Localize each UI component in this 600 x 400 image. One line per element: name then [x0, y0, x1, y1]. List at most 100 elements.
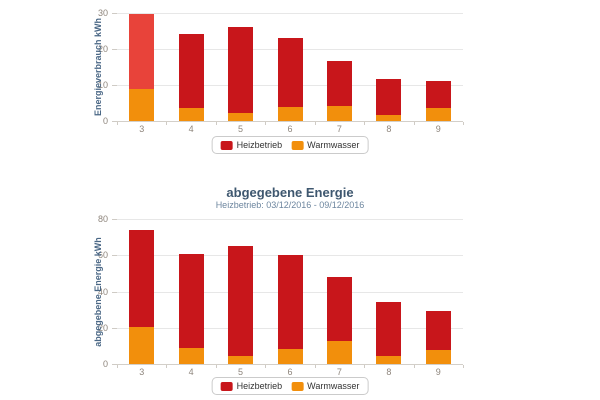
bar-4-warmwasser[interactable]: [178, 347, 204, 364]
chart-title: abgegebene Energie: [226, 185, 354, 200]
bar-8-heizbetrieb[interactable]: [376, 78, 402, 115]
legend-swatch-warmwasser: [291, 381, 304, 391]
bar-5-heizbetrieb[interactable]: [228, 246, 254, 356]
y-tick-mark: [112, 121, 117, 122]
legend-item-warmwasser[interactable]: Warmwasser: [291, 140, 359, 150]
legend-swatch-warmwasser: [291, 140, 304, 150]
x-tick-mark: [463, 365, 464, 368]
bar-5-heizbetrieb[interactable]: [228, 27, 254, 114]
y-tick-mark: [112, 327, 117, 329]
bar-5-warmwasser[interactable]: [228, 355, 254, 364]
x-tick-mark: [166, 122, 168, 125]
bar-7-heizbetrieb[interactable]: [326, 60, 352, 106]
bar-7-heizbetrieb[interactable]: [326, 277, 352, 342]
y-tick-mark: [112, 291, 117, 293]
y-tick-label: 20: [97, 44, 108, 54]
bar-9-warmwasser[interactable]: [425, 108, 451, 121]
x-category-label: 6: [287, 124, 293, 134]
y-tick-label: 40: [97, 286, 108, 297]
x-category-label: 4: [188, 124, 194, 134]
bar-8-warmwasser[interactable]: [376, 114, 402, 121]
x-category-label: 9: [435, 367, 441, 377]
legend-label: Warmwasser: [307, 140, 360, 150]
bar-6-heizbetrieb[interactable]: [277, 255, 303, 349]
bar-9-heizbetrieb[interactable]: [425, 81, 451, 109]
legend-swatch-heizbetrieb: [220, 381, 233, 391]
y-tick-mark: [112, 49, 117, 50]
legend: Heizbetrieb Warmwasser: [211, 136, 369, 154]
x-category-label: 5: [238, 124, 244, 134]
x-category-label: 5: [238, 367, 244, 377]
bar-3-warmwasser[interactable]: [129, 326, 155, 364]
y-tick-mark: [112, 85, 117, 86]
y-tick-label: 10: [97, 80, 108, 90]
legend-swatch-heizbetrieb: [220, 140, 233, 150]
bar-6-warmwasser[interactable]: [277, 348, 303, 364]
x-tick-mark: [117, 122, 118, 125]
y-tick-label: 20: [97, 322, 108, 333]
bar-6-warmwasser[interactable]: [277, 107, 303, 121]
bar-9-heizbetrieb[interactable]: [425, 310, 451, 351]
y-tick-mark: [112, 364, 117, 365]
x-category-label: 9: [435, 124, 441, 134]
bar-8-warmwasser[interactable]: [376, 355, 402, 364]
y-tick-mark: [112, 255, 117, 257]
x-category-label: 7: [336, 124, 342, 134]
x-category-label: 8: [386, 367, 392, 377]
bar-4-warmwasser[interactable]: [178, 107, 204, 121]
y-axis-title: abgegebene Energie kWh: [93, 236, 103, 347]
y-tick-label: 80: [97, 214, 108, 224]
legend-label: Heizbetrieb: [236, 140, 283, 150]
chart-subtitle: Heizbetrieb: 03/12/2016 - 09/12/2016: [215, 200, 365, 210]
x-tick-mark: [463, 122, 464, 125]
x-tick-mark: [364, 122, 366, 125]
x-tick-mark: [413, 365, 415, 368]
bar-7-warmwasser[interactable]: [326, 341, 352, 364]
bar-8-heizbetrieb[interactable]: [376, 302, 402, 356]
y-tick-label: 60: [97, 250, 108, 261]
bar-3-heizbetrieb[interactable]: [129, 13, 155, 89]
x-category-label: 3: [139, 124, 145, 134]
x-axis-line: [117, 121, 463, 122]
bar-9-warmwasser[interactable]: [425, 350, 451, 364]
x-tick-mark: [413, 122, 415, 125]
x-category-label: 3: [139, 367, 145, 377]
bar-3-warmwasser[interactable]: [129, 88, 155, 121]
x-tick-mark: [215, 365, 217, 368]
gridline: [117, 13, 463, 14]
bar-4-heizbetrieb[interactable]: [178, 254, 204, 348]
x-tick-mark: [364, 365, 366, 368]
legend-label: Warmwasser: [307, 381, 360, 391]
bar-4-heizbetrieb[interactable]: [178, 33, 204, 108]
bar-7-warmwasser[interactable]: [326, 105, 352, 121]
x-tick-mark: [314, 122, 316, 125]
y-tick-mark: [112, 219, 117, 220]
x-category-label: 8: [386, 124, 392, 134]
x-tick-mark: [314, 365, 316, 368]
x-category-label: 6: [287, 367, 293, 377]
x-category-label: 4: [188, 367, 194, 377]
bar-6-heizbetrieb[interactable]: [277, 37, 303, 108]
x-category-label: 7: [336, 367, 342, 377]
bar-3-heizbetrieb[interactable]: [129, 229, 155, 327]
y-tick-mark: [112, 13, 117, 14]
legend-item-heizbetrieb[interactable]: Heizbetrieb: [220, 140, 283, 150]
legend-item-heizbetrieb[interactable]: Heizbetrieb: [220, 381, 283, 391]
gridline: [117, 219, 463, 220]
legend-label: Heizbetrieb: [236, 381, 283, 391]
legend-item-warmwasser[interactable]: Warmwasser: [291, 381, 359, 391]
legend: Heizbetrieb Warmwasser: [211, 377, 369, 395]
x-tick-mark: [265, 365, 267, 368]
x-axis-line: [117, 364, 463, 365]
y-tick-label: 0: [102, 359, 108, 369]
x-tick-mark: [265, 122, 267, 125]
bar-5-warmwasser[interactable]: [228, 113, 254, 121]
x-tick-mark: [215, 122, 217, 125]
x-tick-mark: [166, 365, 168, 368]
y-tick-label: 30: [97, 8, 108, 18]
x-tick-mark: [117, 365, 118, 368]
y-tick-label: 0: [102, 116, 108, 126]
